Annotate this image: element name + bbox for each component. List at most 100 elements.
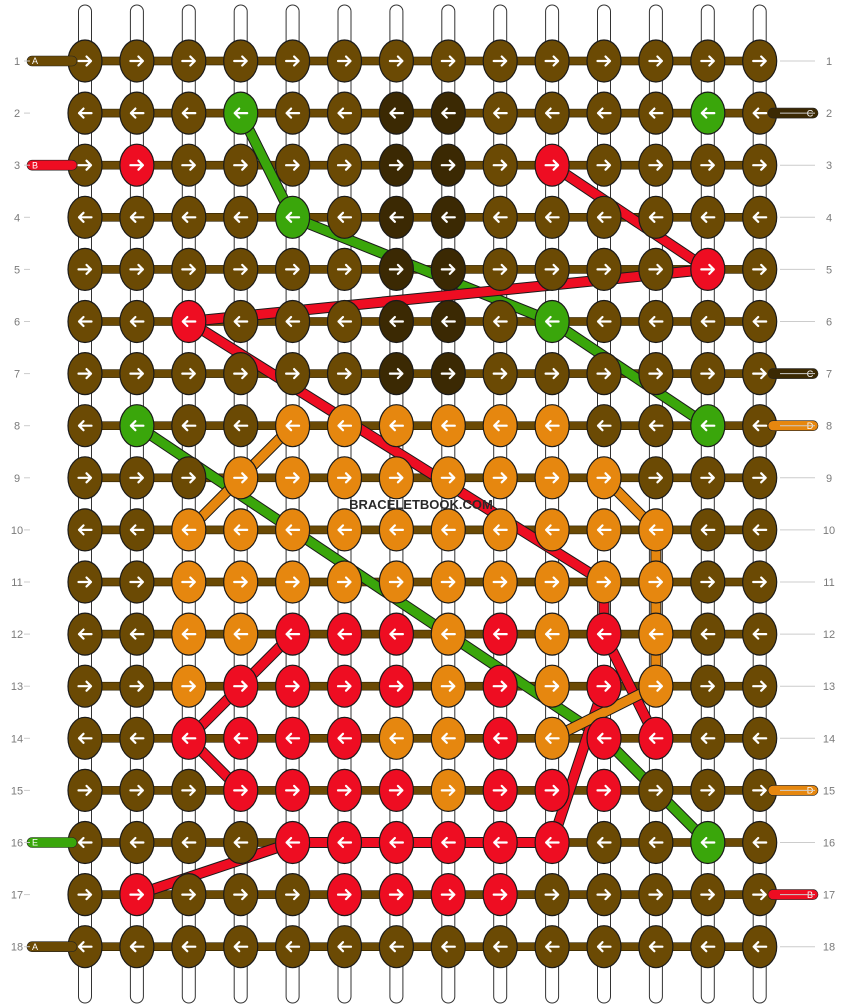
- arrow-left-icon: [233, 941, 249, 953]
- knot: [67, 768, 103, 813]
- arrow-right-icon: [336, 263, 352, 275]
- knot: [690, 91, 726, 135]
- knot: [586, 91, 622, 135]
- arrow-left-icon: [129, 107, 145, 119]
- arrow-left-icon: [389, 420, 404, 432]
- knot: [534, 299, 570, 344]
- knot: [67, 612, 103, 656]
- arrow-left-icon: [700, 107, 716, 119]
- arrow-left-icon: [752, 211, 768, 223]
- arrow-right-icon: [492, 680, 508, 692]
- knot: [430, 664, 466, 708]
- knot: [171, 247, 207, 291]
- arrow-right-icon: [648, 889, 663, 901]
- arrow-right-icon: [492, 368, 508, 380]
- knot: [378, 768, 414, 813]
- knot: [223, 872, 259, 917]
- knot: [171, 664, 207, 708]
- arrow-right-icon: [544, 472, 560, 484]
- arrow-left-icon: [441, 315, 456, 328]
- knot: [275, 195, 311, 239]
- arrow-right-icon: [77, 576, 93, 588]
- arrow-right-icon: [544, 784, 560, 796]
- knot: [119, 820, 155, 865]
- arrow-right-icon: [648, 576, 663, 588]
- knot: [171, 91, 207, 135]
- arrow-right-icon: [181, 263, 196, 275]
- arrow-left-icon: [337, 732, 353, 744]
- knot: [742, 925, 778, 969]
- knot: [275, 299, 311, 344]
- knot: [378, 612, 414, 656]
- arrow-left-icon: [493, 524, 508, 536]
- knot: [223, 820, 259, 865]
- knot: [326, 872, 363, 917]
- knot: [275, 143, 311, 187]
- row-number-left: 8: [14, 421, 20, 433]
- arrow-right-icon: [596, 576, 612, 588]
- arrow-left-icon: [596, 524, 612, 536]
- arrow-right-icon: [336, 159, 352, 171]
- arrow-right-icon: [440, 680, 456, 692]
- arrow-left-icon: [700, 732, 716, 744]
- arrow-right-icon: [648, 368, 663, 380]
- knot: [223, 612, 259, 656]
- knot: [690, 143, 726, 187]
- knot: [586, 299, 622, 344]
- knot: [67, 247, 103, 291]
- knot: [430, 716, 466, 760]
- arrow-right-icon: [388, 472, 404, 484]
- knot: [223, 508, 259, 552]
- row-number-right: 18: [823, 942, 835, 954]
- arrow-right-icon: [648, 159, 663, 171]
- knot: [67, 195, 103, 239]
- arrow-left-icon: [752, 628, 768, 640]
- knot: [482, 872, 518, 917]
- arrow-left-icon: [596, 628, 612, 640]
- knot: [119, 247, 155, 291]
- arrow-left-icon: [700, 628, 716, 640]
- knot: [430, 612, 466, 656]
- arrow-right-icon: [181, 680, 196, 692]
- knot: [378, 299, 414, 344]
- knot: [275, 664, 311, 708]
- knot: [326, 404, 363, 448]
- knot: [223, 39, 259, 83]
- knot: [119, 299, 155, 344]
- knot: [430, 560, 466, 604]
- arrow-right-icon: [181, 159, 196, 171]
- knot: [638, 404, 674, 448]
- knot: [742, 143, 778, 187]
- knot: [534, 195, 570, 239]
- arrow-right-icon: [285, 784, 300, 796]
- knot: [119, 508, 155, 552]
- arrow-right-icon: [544, 576, 560, 588]
- arrow-left-icon: [752, 941, 768, 953]
- knot: [171, 820, 207, 865]
- arrow-left-icon: [596, 211, 612, 223]
- knot: [223, 664, 259, 708]
- arrow-left-icon: [493, 732, 508, 744]
- arrow-left-icon: [77, 941, 93, 953]
- row-strings: [84, 56, 761, 952]
- knot: [586, 560, 622, 604]
- row-number-right: 7: [826, 369, 832, 381]
- knot: [742, 39, 778, 83]
- arrow-right-icon: [752, 368, 767, 380]
- knot: [171, 872, 207, 917]
- knot: [67, 560, 103, 604]
- arrow-left-icon: [285, 732, 301, 744]
- arrow-left-icon: [129, 941, 145, 953]
- knot: [742, 612, 778, 656]
- knot: [690, 456, 726, 500]
- arrow-right-icon: [440, 784, 456, 796]
- arrow-left-icon: [648, 420, 664, 432]
- arrow-right-icon: [181, 576, 196, 588]
- arrow-right-icon: [596, 263, 612, 275]
- arrow-right-icon: [752, 680, 767, 692]
- arrow-left-icon: [181, 628, 197, 640]
- arrow-left-icon: [233, 836, 249, 849]
- arrow-left-icon: [285, 315, 301, 328]
- knot: [171, 508, 207, 552]
- knot: [534, 872, 570, 917]
